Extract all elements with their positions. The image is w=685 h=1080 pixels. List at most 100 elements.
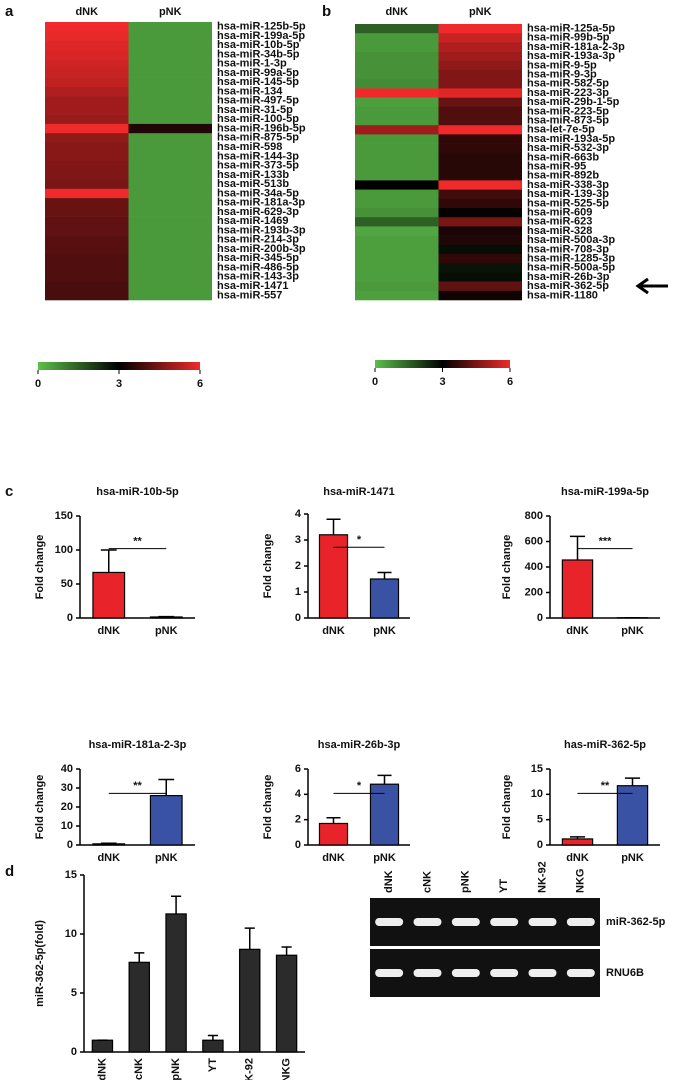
heat-cell [45,49,129,60]
heat-cell [128,123,212,134]
row-label: hsa-miR-31-5p [217,104,293,116]
row-label: hsa-miR-1471 [217,280,289,292]
heat-cell [355,42,439,52]
heat-cell [45,68,129,78]
row-label: hsa-miR-598 [217,141,282,153]
heat-cell [438,134,522,144]
x-tick-label: pNK [170,1058,182,1080]
gel-band [528,969,557,977]
error-bar [569,836,586,839]
arrow [635,277,668,295]
y-tick-label: 100 [55,544,73,556]
gel [370,898,600,946]
y-axis-label: Fold change [262,775,274,840]
y-axis-label: Fold change [501,775,513,840]
heat-cell [438,254,522,264]
row-label: hsa-miR-9-5p [527,59,597,71]
chart-title: hsa-miR-181a-2-3p [89,739,187,751]
heat-cell [355,263,439,273]
y-tick-label: 0 [537,839,543,851]
x-tick-label: cNK [133,1058,145,1080]
heat-cell [355,70,439,80]
error-bar [326,817,341,824]
significance: *** [599,536,613,548]
colorbar-tick-label: 6 [507,376,513,388]
gel-band [490,969,519,977]
row-label: hsa-miR-582-5p [527,78,609,90]
gel-band [413,918,442,926]
y-tick-label: 2 [295,560,301,572]
row-label: hsa-miR-200b-3p [217,243,306,255]
row-label: hsa-miR-29b-1-5p [527,96,620,108]
bar [202,1039,224,1053]
y-tick-label: 10 [531,788,543,800]
heat-cell [355,217,439,227]
row-label: hsa-miR-223-5p [527,105,609,117]
y-tick-label: 200 [525,586,543,598]
row-label: hsa-miR-193a-3p [527,50,615,62]
heat-cell [355,143,439,154]
heat-cell [438,189,522,200]
heat-cell [355,51,439,62]
row-label: hsa-miR-1-3p [217,58,287,70]
heat-cell [45,188,129,199]
heat-cell [438,24,522,34]
colorbar-tick-label: 6 [197,378,203,390]
heat-cell [128,161,212,171]
bar [369,578,400,619]
y-tick-label: 3 [295,534,301,546]
heat-cell [45,207,129,217]
row-label: hsa-miR-500a-5p [527,262,615,274]
lane-label: NK-92 [536,861,548,893]
row-label: hsa-miR-145-5p [217,76,299,88]
row-label: hsa-miR-525-5p [527,197,609,209]
heat-cell [355,97,439,108]
heat-cell [45,198,129,208]
row-label: hsa-miR-345-5p [217,252,299,264]
x-tick-label: YT [207,1058,219,1072]
heat-cell [45,179,129,190]
heat-cell [128,262,212,273]
row-label: hsa-miR-144-3p [217,150,299,162]
error-bar [100,549,117,573]
row-label: hsa-miR-181a-2-3p [527,41,625,53]
heat-cell [438,79,522,89]
y-tick-label: 20 [61,801,73,813]
y-tick-label: 0 [537,612,543,624]
error-bar [326,518,341,535]
row-label: hsa-miR-181a-3p [217,197,305,209]
row-label: hsa-miR-99b-5p [527,32,610,44]
heat-cell [355,290,439,301]
heat-cell [128,244,212,254]
row-label: hsa-miR-214-3p [217,234,299,246]
x-tick-label: pNK [155,852,178,864]
bar [239,948,261,1053]
y-tick-label: 15 [65,869,77,881]
heat-cell [438,244,522,255]
row-label: hsa-miR-134 [217,85,283,97]
row-label: hsa-miR-875-5p [217,132,299,144]
x-tick-label: dNK [322,625,345,637]
row-label: hsa-let-7e-5p [527,124,595,136]
heat-cell [45,290,129,301]
heat-cell [128,207,212,217]
y-tick-label: 6 [295,763,301,775]
column-label: pNK [159,6,182,18]
heat-cell [45,244,129,254]
bar [91,1039,114,1053]
row-label: hsa-miR-328 [527,225,592,237]
y-tick-label: 15 [531,763,543,775]
y-tick-label: 600 [525,535,543,547]
heat-cell [128,59,212,69]
row-label: hsa-miR-373-5p [217,160,299,172]
row-label: hsa-miR-500a-3p [527,234,615,246]
heat-cell [45,281,129,292]
heat-cell [438,180,522,190]
gel-band [566,918,595,926]
colorbar-tick-label: 3 [439,376,445,388]
row-label: hsa-miR-513b [217,178,289,190]
gel-band [413,969,442,977]
row-label: hsa-miR-892b [527,170,599,182]
significance: * [357,534,362,546]
heat-cell [128,68,212,78]
